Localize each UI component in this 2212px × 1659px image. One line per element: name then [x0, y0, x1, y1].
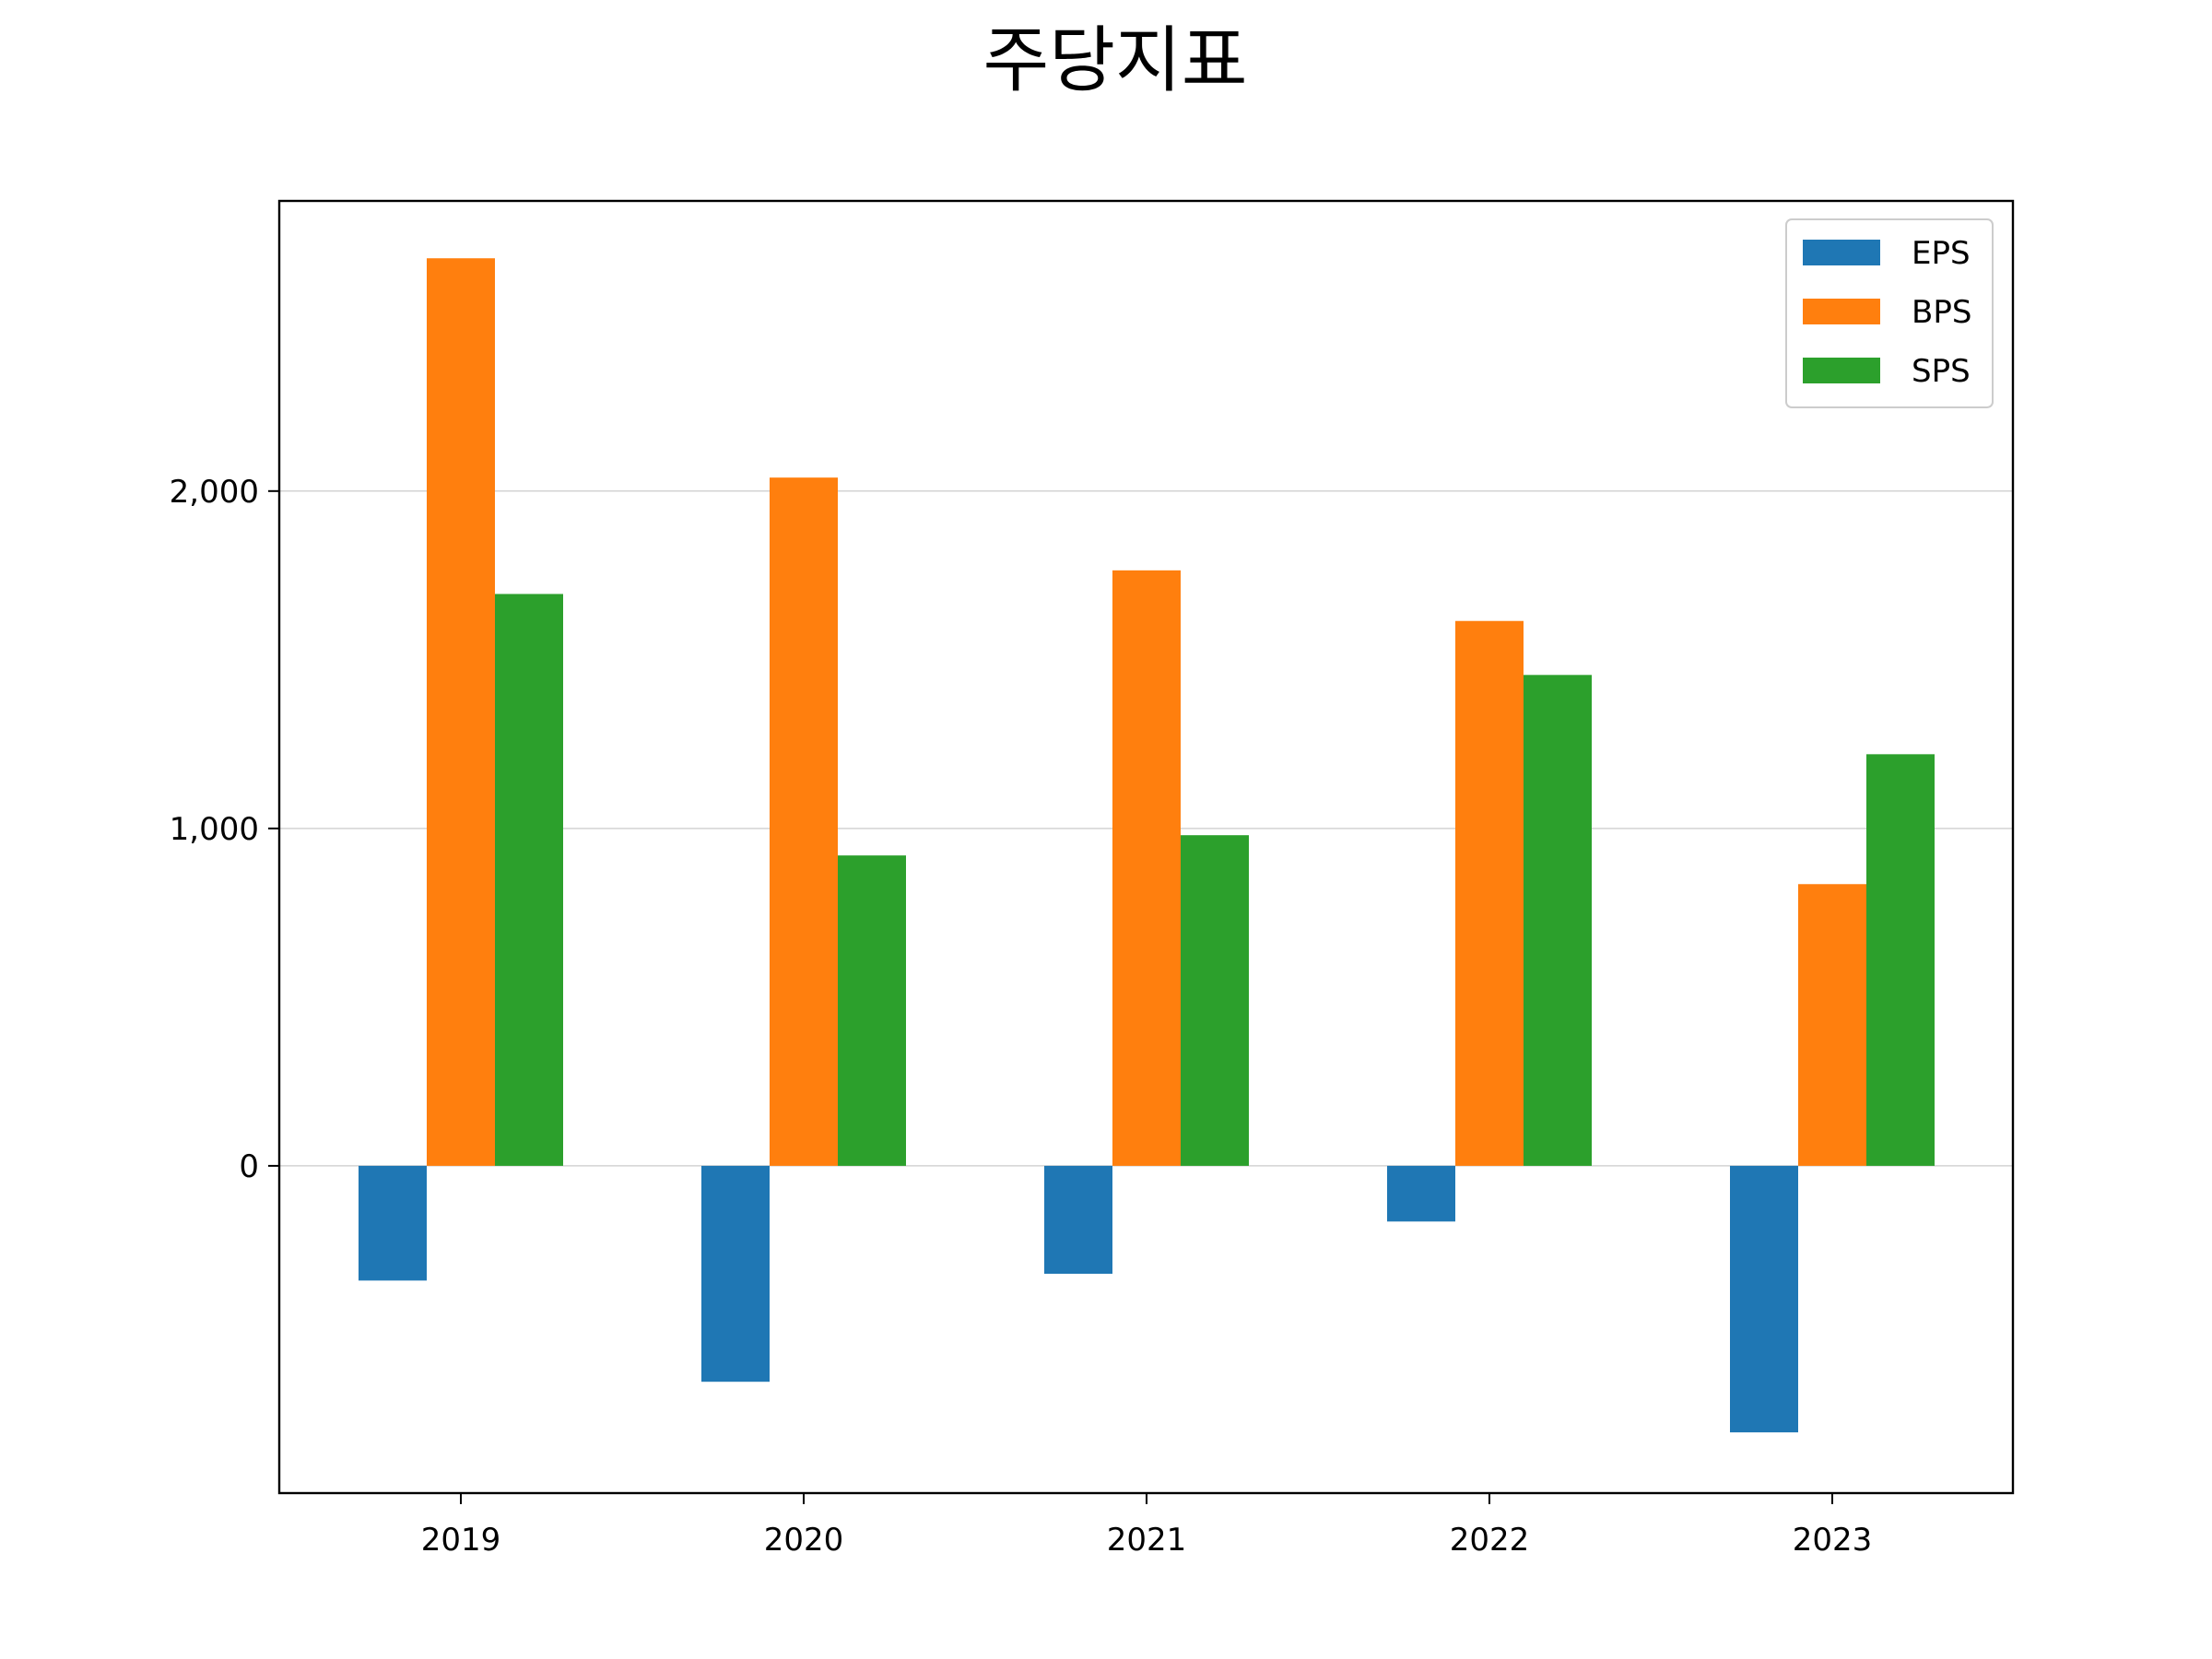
x-tick-label: 2022: [1450, 1522, 1530, 1559]
y-tick-label: 1,000: [170, 811, 259, 848]
bar-eps-2019: [359, 1165, 427, 1281]
legend-swatch-bps: [1803, 299, 1880, 324]
bar-sps-2022: [1524, 675, 1592, 1166]
bar-sps-2023: [1866, 754, 1935, 1166]
bar-eps-2023: [1730, 1165, 1798, 1433]
legend: EPS BPS SPS: [1785, 218, 1994, 408]
legend-label-sps: SPS: [1912, 353, 1971, 390]
legend-label-bps: BPS: [1912, 294, 1971, 331]
legend-label-eps: EPS: [1912, 235, 1971, 272]
bar-eps-2020: [701, 1165, 770, 1382]
y-tick-label: 2,000: [170, 474, 259, 511]
bar-bps-2023: [1798, 884, 1866, 1166]
bar-sps-2019: [495, 594, 563, 1166]
bar-eps-2021: [1044, 1165, 1112, 1275]
y-tick-label: 0: [239, 1148, 259, 1185]
legend-swatch-eps: [1803, 240, 1880, 265]
x-tick-label: 2020: [764, 1522, 844, 1559]
bar-sps-2020: [838, 855, 906, 1166]
x-tick-label: 2021: [1107, 1522, 1187, 1559]
x-axis: 2019 2020 2021 2022 2023: [421, 1493, 1873, 1559]
x-tick-label: 2023: [1793, 1522, 1873, 1559]
bar-sps-2021: [1181, 835, 1249, 1166]
y-axis: 0 1,000 2,000: [170, 474, 279, 1185]
bar-bps-2020: [770, 477, 838, 1166]
legend-swatch-sps: [1803, 358, 1880, 383]
bar-bps-2021: [1112, 570, 1181, 1166]
bars: [359, 258, 1935, 1433]
chart-title: 주당지표: [982, 19, 1247, 102]
bar-eps-2022: [1387, 1165, 1455, 1222]
x-tick-label: 2019: [421, 1522, 501, 1559]
bar-bps-2019: [427, 258, 495, 1166]
bar-bps-2022: [1455, 620, 1524, 1166]
